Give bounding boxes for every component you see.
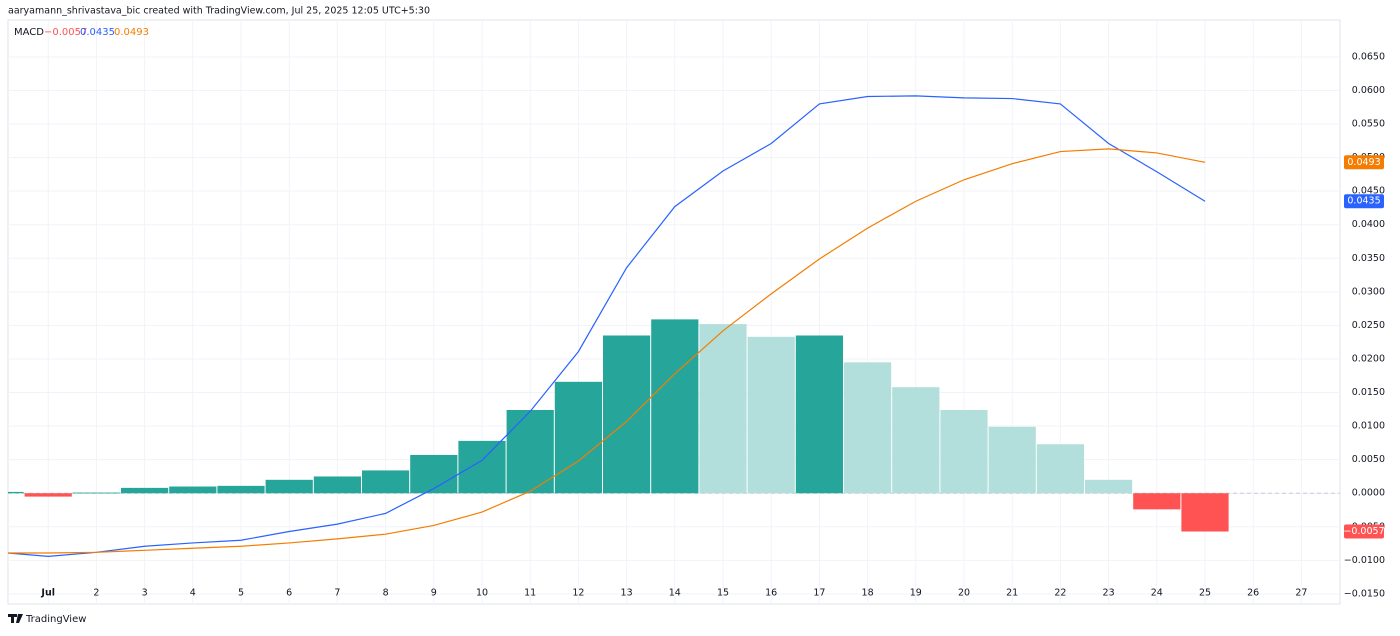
x-tick-label: 22 <box>1054 588 1066 599</box>
histogram-bar <box>844 362 892 494</box>
y-tick-label: 0.0450 <box>1352 186 1385 197</box>
x-tick-label: 14 <box>669 588 681 599</box>
histogram-bar <box>121 487 169 494</box>
y-tick-label: 0.0150 <box>1352 387 1385 398</box>
histogram-bar <box>506 410 554 494</box>
histogram-bar <box>8 491 24 494</box>
x-tick-label: 9 <box>431 588 437 599</box>
x-tick-label: 21 <box>1006 588 1018 599</box>
y-tick-label: 0.0350 <box>1352 253 1385 264</box>
price-tag <box>1344 194 1384 209</box>
histogram-bar <box>554 381 602 494</box>
histogram-bar <box>892 387 940 494</box>
histogram-bar <box>795 335 843 494</box>
y-tick-label: 0.0250 <box>1352 320 1385 331</box>
legend-name: MACD <box>14 27 44 38</box>
y-tick-label: 0.0400 <box>1352 219 1385 230</box>
x-tick-label: 11 <box>524 588 536 599</box>
price-tag-label: 0.0435 <box>1347 196 1380 207</box>
grid <box>8 20 1340 604</box>
histogram-bar <box>747 336 795 494</box>
legend-value: 0.0435 <box>80 27 115 38</box>
x-tick-label: Jul <box>40 588 55 599</box>
x-tick-label: 24 <box>1151 588 1163 599</box>
price-tag <box>1344 155 1384 170</box>
price-tag-label: 0.0493 <box>1347 157 1380 168</box>
axes: 0.06500.06000.05500.05000.04500.04000.03… <box>40 51 1385 599</box>
histogram-bar <box>603 335 651 494</box>
x-tick-label: 23 <box>1103 588 1115 599</box>
x-tick-label: 20 <box>958 588 970 599</box>
histogram-bar <box>1133 493 1181 510</box>
histogram-bar <box>265 479 313 494</box>
x-tick-label: 5 <box>238 588 244 599</box>
plot-frame <box>7 19 1341 605</box>
line-series <box>8 95 1206 557</box>
histogram-bar <box>313 476 361 494</box>
x-tick-label: 2 <box>93 588 99 599</box>
x-tick-label: 16 <box>765 588 777 599</box>
x-tick-label: 17 <box>813 588 825 599</box>
histogram-bar <box>940 410 988 494</box>
y-tick-label: 0.0600 <box>1352 85 1385 96</box>
y-tick-label: −0.0150 <box>1344 588 1385 599</box>
logo <box>8 614 23 623</box>
histogram-bar <box>1036 444 1084 494</box>
line-series <box>8 148 1206 554</box>
x-tick-label: 18 <box>862 588 874 599</box>
x-tick-label: 13 <box>621 588 633 599</box>
y-tick-label: 0.0200 <box>1352 353 1385 364</box>
x-tick-label: 19 <box>910 588 922 599</box>
x-tick-label: 4 <box>190 588 196 599</box>
x-tick-label: 6 <box>286 588 292 599</box>
histogram-bar <box>651 319 699 494</box>
y-tick-label: −0.0100 <box>1344 555 1385 566</box>
histogram-bar <box>410 454 458 494</box>
y-tick-label: 0.0300 <box>1352 286 1385 297</box>
price-tag-label: −0.0057 <box>1343 526 1384 537</box>
y-tick-label: 0.0100 <box>1352 421 1385 432</box>
legend-value: −0.0057 <box>44 27 87 38</box>
plot <box>8 95 1229 557</box>
credit: aaryamann_shrivastava_bic created with T… <box>8 6 430 17</box>
histogram-bar <box>72 492 120 494</box>
histogram-bar <box>24 493 72 497</box>
histogram-bar <box>217 485 265 494</box>
histogram-bar <box>458 440 506 494</box>
y-tick-label: 0.0050 <box>1352 454 1385 465</box>
y-tick-label: 0.0550 <box>1352 119 1385 130</box>
footer-brand: TradingView <box>25 614 86 625</box>
x-tick-label: 15 <box>717 588 729 599</box>
x-tick-label: 27 <box>1295 588 1307 599</box>
x-tick-label: 7 <box>334 588 340 599</box>
x-tick-label: 8 <box>383 588 389 599</box>
x-tick-label: 25 <box>1199 588 1211 599</box>
x-tick-label: 10 <box>476 588 488 599</box>
histogram-bar <box>1085 479 1133 494</box>
histogram-bar <box>362 470 410 494</box>
x-tick-label: 3 <box>142 588 148 599</box>
x-tick-label: 26 <box>1247 588 1259 599</box>
legend-value: 0.0493 <box>114 27 149 38</box>
price-tag <box>1344 524 1384 539</box>
x-tick-label: 12 <box>572 588 584 599</box>
histogram-bar <box>988 426 1036 494</box>
histogram-bar <box>699 324 747 494</box>
y-tick-label: 0.0000 <box>1352 488 1385 499</box>
y-tick-label: 0.0650 <box>1352 51 1385 62</box>
histogram-bar <box>1181 493 1229 532</box>
histogram-bar <box>169 486 217 494</box>
